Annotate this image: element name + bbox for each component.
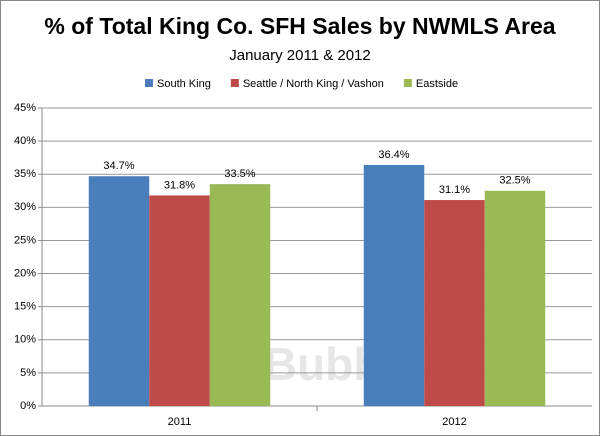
legend-swatch (230, 79, 239, 87)
value-label: 33.5% (224, 168, 255, 180)
legend-swatch (403, 79, 412, 87)
y-tick-label: 20% (14, 267, 36, 279)
value-label: 31.1% (439, 184, 470, 196)
bar (88, 176, 150, 406)
y-tick-label: 5% (20, 367, 36, 379)
legend-label: South King (157, 78, 211, 90)
value-label: 31.8% (164, 179, 195, 191)
legend-label: Eastside (416, 78, 458, 90)
bar (363, 164, 425, 406)
bar (484, 190, 546, 406)
y-tick-label: 15% (14, 301, 36, 313)
y-tick-label: 30% (14, 201, 36, 213)
legend-label: Seattle / North King / Vashon (243, 78, 384, 90)
value-label: 32.5% (499, 175, 530, 187)
bar (209, 184, 271, 406)
chart-subtitle: January 2011 & 2012 (229, 47, 371, 64)
y-tick-label: 10% (14, 334, 36, 346)
bar (149, 195, 210, 406)
chart-title: % of Total King Co. SFH Sales by NWMLS A… (44, 13, 555, 39)
y-tick-label: 35% (14, 168, 36, 180)
y-tick-label: 25% (14, 234, 36, 246)
legend-swatch (145, 79, 153, 87)
value-label: 34.7% (103, 160, 134, 172)
x-tick-label: 2011 (168, 416, 192, 428)
bar (424, 200, 485, 406)
y-tick-label: 40% (14, 135, 36, 147)
y-tick-label: 0% (20, 400, 36, 412)
value-label: 36.4% (378, 149, 409, 161)
y-tick-label: 45% (14, 102, 36, 114)
x-tick-label: 2012 (442, 416, 466, 428)
